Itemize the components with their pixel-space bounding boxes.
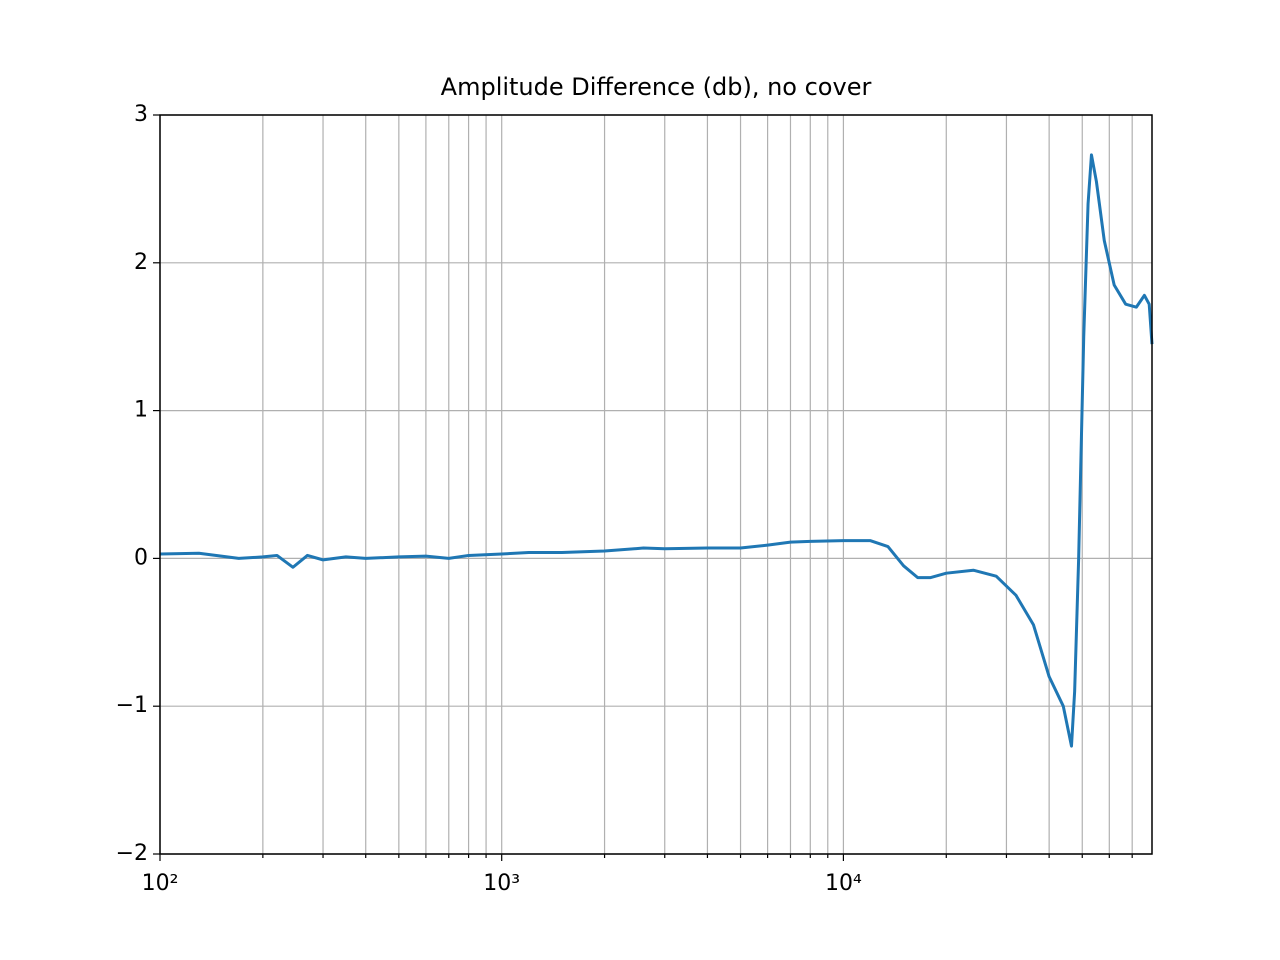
- chart-title: Amplitude Difference (db), no cover: [441, 73, 872, 101]
- y-tick-label: 3: [134, 102, 148, 127]
- x-tick-label: 10⁴: [825, 871, 862, 896]
- x-tick-label: 10³: [483, 871, 520, 896]
- y-tick-label: 1: [134, 398, 148, 423]
- y-tick-label: −2: [116, 841, 148, 866]
- y-tick-label: 0: [134, 545, 148, 570]
- data-line: [159, 153, 1154, 748]
- x-tick-label: 10²: [142, 871, 179, 896]
- plot-frame: [159, 114, 1153, 855]
- y-tick-label: 2: [134, 250, 148, 275]
- y-tick-label: −1: [116, 693, 148, 718]
